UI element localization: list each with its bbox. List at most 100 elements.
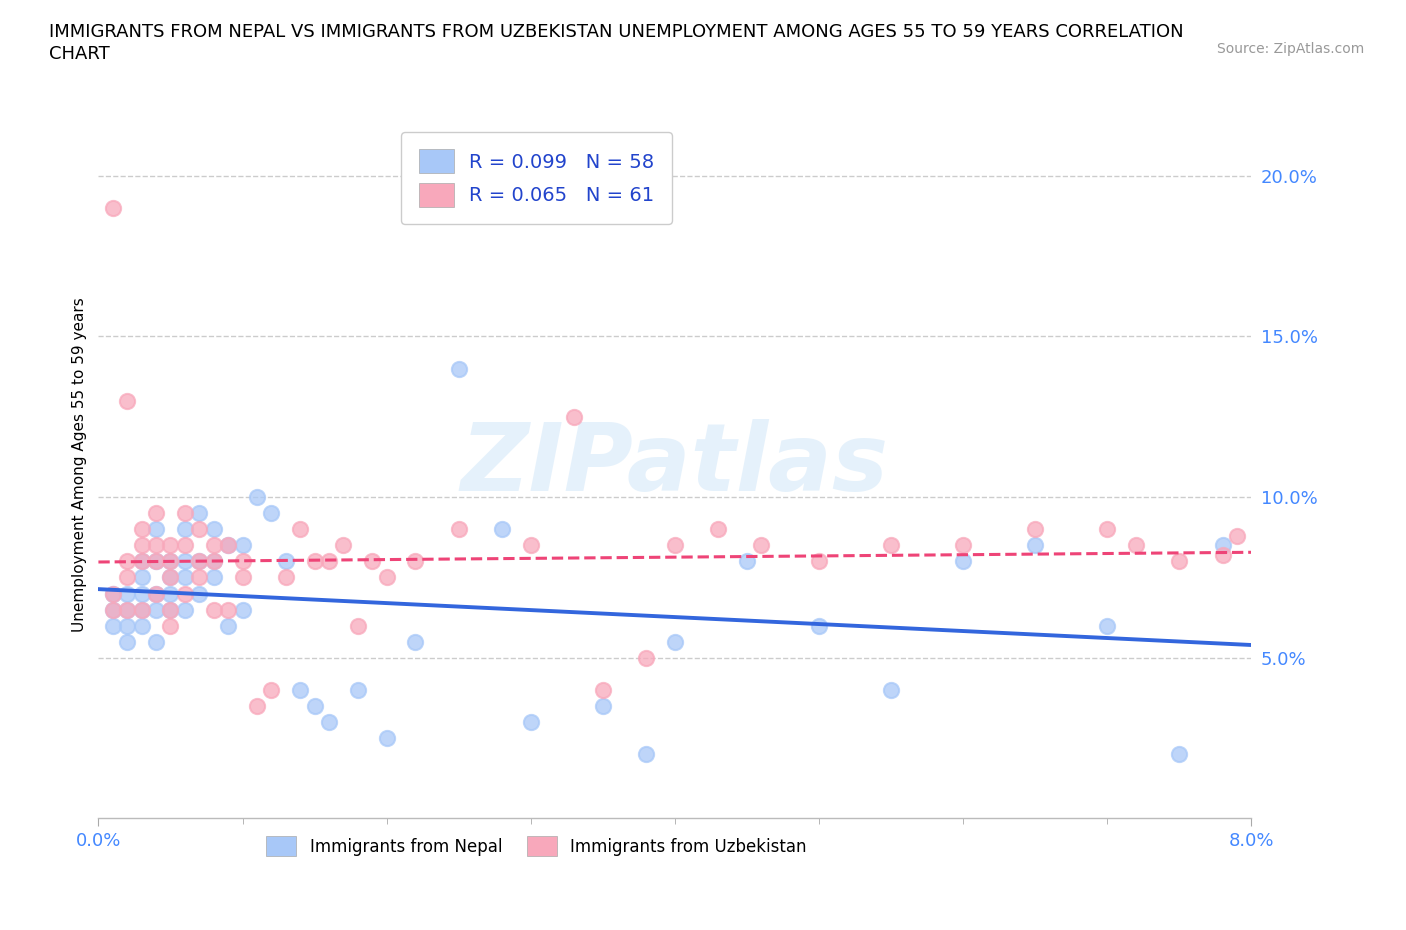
Point [1168, 747, 1191, 762]
Point [274, 570, 297, 585]
Point [145, 522, 167, 537]
Point [1212, 538, 1234, 552]
Point [952, 538, 974, 552]
Point [447, 361, 470, 376]
Point [117, 393, 139, 408]
Point [808, 554, 831, 569]
Point [592, 683, 614, 698]
Point [1226, 528, 1249, 543]
Point [145, 538, 167, 552]
Point [131, 522, 153, 537]
Point [346, 618, 368, 633]
Point [246, 698, 269, 713]
Point [290, 683, 312, 698]
Point [1024, 522, 1046, 537]
Point [159, 554, 181, 569]
Point [145, 554, 167, 569]
Point [636, 747, 658, 762]
Point [174, 522, 197, 537]
Point [159, 586, 181, 601]
Point [217, 538, 239, 552]
Point [447, 522, 470, 537]
Point [592, 698, 614, 713]
Point [145, 602, 167, 617]
Point [159, 602, 181, 617]
Point [202, 554, 225, 569]
Point [117, 570, 139, 585]
Point [117, 618, 139, 633]
Point [188, 554, 211, 569]
Point [318, 554, 340, 569]
Point [751, 538, 773, 552]
Point [260, 683, 283, 698]
Point [520, 538, 543, 552]
Point [375, 731, 398, 746]
Point [217, 538, 239, 552]
Point [880, 683, 903, 698]
Text: Source: ZipAtlas.com: Source: ZipAtlas.com [1216, 42, 1364, 56]
Point [159, 554, 181, 569]
Point [246, 490, 269, 505]
Point [145, 554, 167, 569]
Point [880, 538, 903, 552]
Y-axis label: Unemployment Among Ages 55 to 59 years: Unemployment Among Ages 55 to 59 years [72, 298, 87, 632]
Point [217, 602, 239, 617]
Point [735, 554, 758, 569]
Point [1097, 618, 1119, 633]
Point [202, 522, 225, 537]
Point [131, 586, 153, 601]
Point [707, 522, 730, 537]
Text: CHART: CHART [49, 45, 110, 62]
Point [117, 586, 139, 601]
Point [202, 602, 225, 617]
Point [808, 618, 831, 633]
Point [101, 618, 124, 633]
Point [231, 570, 254, 585]
Point [405, 554, 427, 569]
Point [231, 554, 254, 569]
Point [117, 602, 139, 617]
Point [145, 634, 167, 649]
Point [202, 570, 225, 585]
Point [491, 522, 513, 537]
Point [131, 538, 153, 552]
Point [231, 538, 254, 552]
Point [1212, 548, 1234, 563]
Point [188, 506, 211, 521]
Point [375, 570, 398, 585]
Point [304, 698, 326, 713]
Point [145, 586, 167, 601]
Point [1024, 538, 1046, 552]
Point [188, 554, 211, 569]
Point [290, 522, 312, 537]
Point [117, 554, 139, 569]
Point [131, 570, 153, 585]
Point [188, 570, 211, 585]
Point [101, 201, 124, 216]
Point [117, 602, 139, 617]
Text: ZIPatlas: ZIPatlas [461, 419, 889, 511]
Point [332, 538, 354, 552]
Point [117, 634, 139, 649]
Point [217, 618, 239, 633]
Point [159, 618, 181, 633]
Point [952, 554, 974, 569]
Point [145, 586, 167, 601]
Point [346, 683, 368, 698]
Point [260, 506, 283, 521]
Point [188, 522, 211, 537]
Point [174, 506, 197, 521]
Point [174, 554, 197, 569]
Point [131, 554, 153, 569]
Point [318, 714, 340, 729]
Point [188, 586, 211, 601]
Point [131, 602, 153, 617]
Point [174, 538, 197, 552]
Point [274, 554, 297, 569]
Point [636, 650, 658, 665]
Point [405, 634, 427, 649]
Point [520, 714, 543, 729]
Point [101, 602, 124, 617]
Point [131, 554, 153, 569]
Legend: Immigrants from Nepal, Immigrants from Uzbekistan: Immigrants from Nepal, Immigrants from U… [260, 830, 814, 863]
